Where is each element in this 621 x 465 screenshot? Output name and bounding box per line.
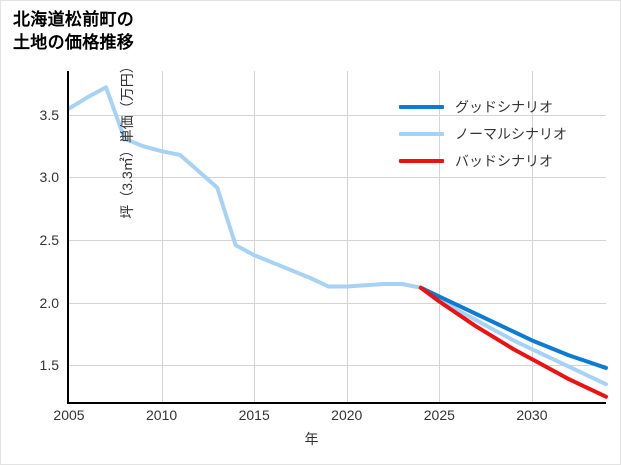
gridline-vertical — [346, 71, 348, 403]
x-axis-label: 年 — [304, 431, 319, 447]
chart-title: 北海道松前町の 土地の価格推移 — [13, 10, 135, 52]
series-line — [418, 285, 608, 370]
x-tick-label: 2010 — [146, 407, 178, 423]
y-tick-label: 1.5 — [39, 357, 59, 374]
legend-item[interactable]: バッドシナリオ — [399, 147, 567, 174]
x-tick-label: 2030 — [516, 407, 548, 423]
plot-area — [67, 71, 608, 403]
y-axis-label: 坪（3.3㎡）単価（万円） — [119, 59, 135, 219]
gridline-horizontal — [69, 302, 606, 304]
gridline-horizontal — [69, 240, 606, 242]
gridline-horizontal — [69, 365, 606, 367]
legend-item-label: グッドシナリオ — [455, 98, 553, 115]
series-line — [418, 285, 608, 399]
x-tick-label: 2020 — [331, 407, 363, 423]
gridline-vertical — [254, 71, 256, 403]
chart-legend: グッドシナリオ ノーマルシナリオ バッドシナリオ — [399, 93, 567, 174]
x-tick-label: 2015 — [238, 407, 270, 423]
legend-item-label: バッドシナリオ — [455, 152, 553, 169]
series-lines — [67, 85, 608, 399]
y-tick-label: 3.0 — [39, 169, 59, 186]
x-tick-label: 2005 — [53, 407, 85, 423]
gridline-horizontal — [69, 177, 606, 179]
gridline-horizontal — [69, 114, 606, 116]
y-tick-label: 3.5 — [39, 106, 59, 123]
legend-color-swatch — [399, 104, 444, 109]
y-axis-line — [67, 71, 69, 404]
gridline-vertical — [531, 71, 533, 403]
x-tick-label: 2025 — [423, 407, 455, 423]
series-line — [67, 85, 608, 387]
gridline-vertical — [161, 71, 163, 403]
legend-item-label: ノーマルシナリオ — [455, 125, 567, 142]
plot-background — [69, 71, 606, 403]
y-tick-label: 2.5 — [39, 232, 59, 249]
x-axis-line — [67, 402, 606, 404]
gridline-vertical — [439, 71, 441, 403]
legend-color-swatch — [399, 131, 444, 136]
legend-color-swatch — [399, 158, 444, 163]
legend-item[interactable]: ノーマルシナリオ — [399, 120, 567, 147]
y-tick-label: 2.0 — [39, 294, 59, 311]
legend-item[interactable]: グッドシナリオ — [399, 93, 567, 120]
